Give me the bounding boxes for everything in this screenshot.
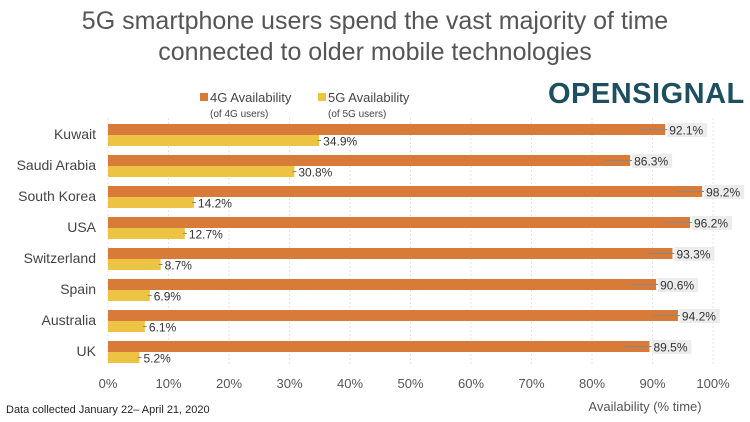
bar-5g — [108, 166, 295, 177]
category-label: Kuwait — [54, 126, 96, 142]
bar-4g — [108, 217, 691, 228]
bar-4g — [108, 186, 703, 197]
bar-5g — [108, 135, 320, 146]
data-label: 86.3% — [634, 155, 668, 169]
category-label: Saudi Arabia — [17, 157, 97, 173]
legend-swatch — [200, 93, 208, 101]
bar-5g — [108, 228, 185, 239]
data-label: 96.2% — [694, 217, 728, 231]
data-label: 30.8% — [298, 166, 332, 180]
label-bg — [674, 247, 715, 261]
label-bg — [651, 340, 692, 354]
category-label: UK — [77, 343, 97, 359]
bar-4g — [108, 155, 631, 166]
bar-4g — [108, 248, 673, 259]
label-bg — [658, 278, 699, 292]
data-label: 92.1% — [669, 124, 703, 138]
x-tick-label: 50% — [397, 376, 423, 391]
legend-sublabel: (of 4G users) — [210, 109, 268, 120]
opensignal-logo: OPENSIGNAL — [548, 78, 745, 110]
legend-swatch — [318, 93, 326, 101]
footnote: Data collected January 22– April 21, 202… — [6, 404, 210, 416]
label-bg — [667, 123, 708, 137]
data-label: 6.9% — [154, 290, 182, 304]
category-label: South Korea — [18, 188, 96, 204]
category-label: Switzerland — [24, 250, 96, 266]
bar-5g — [108, 259, 161, 270]
data-label: 12.7% — [189, 228, 223, 242]
bar-5g — [108, 290, 150, 301]
legend-sublabel: (of 5G users) — [328, 109, 386, 120]
x-tick-label: 30% — [276, 376, 302, 391]
title-line-1: 5G smartphone users spend the vast major… — [81, 7, 669, 35]
x-tick-label: 20% — [216, 376, 242, 391]
category-label: Spain — [60, 281, 96, 297]
x-tick-label: 40% — [337, 376, 363, 391]
category-label: Australia — [42, 312, 97, 328]
x-tick-label: 90% — [639, 376, 665, 391]
bar-4g — [108, 124, 666, 135]
x-tick-label: 80% — [579, 376, 605, 391]
data-label: 5.2% — [143, 352, 171, 366]
label-bg — [679, 309, 720, 323]
data-label: 93.3% — [676, 248, 710, 262]
bar-4g — [108, 341, 650, 352]
x-tick-label: 60% — [458, 376, 484, 391]
data-label: 89.5% — [653, 341, 687, 355]
bar-4g — [108, 310, 678, 321]
x-tick-label: 10% — [155, 376, 181, 391]
x-tick-label: 0% — [99, 376, 118, 391]
category-label: USA — [67, 219, 96, 235]
data-label: 6.1% — [149, 321, 177, 335]
label-bg — [692, 216, 733, 230]
bar-5g — [108, 352, 140, 363]
data-label: 90.6% — [660, 279, 694, 293]
data-label: 8.7% — [165, 259, 193, 273]
legend-label: 4G Availability — [210, 90, 292, 105]
title-line-2: connected to older mobile technologies — [158, 38, 592, 66]
x-tick-label: 70% — [518, 376, 544, 391]
label-bg — [632, 154, 673, 168]
x-axis-label: Availability (% time) — [588, 399, 701, 414]
data-label: 14.2% — [198, 197, 232, 211]
legend-label: 5G Availability — [328, 90, 410, 105]
data-label: 34.9% — [323, 135, 357, 149]
bar-4g — [108, 279, 657, 290]
bar-5g — [108, 321, 145, 332]
bar-5g — [108, 197, 194, 208]
label-bg — [704, 185, 745, 199]
x-tick-label: 100% — [696, 376, 730, 391]
chart-title: 5G smartphone users spend the vast major… — [0, 6, 750, 68]
data-label: 98.2% — [706, 186, 740, 200]
data-label: 94.2% — [682, 310, 716, 324]
